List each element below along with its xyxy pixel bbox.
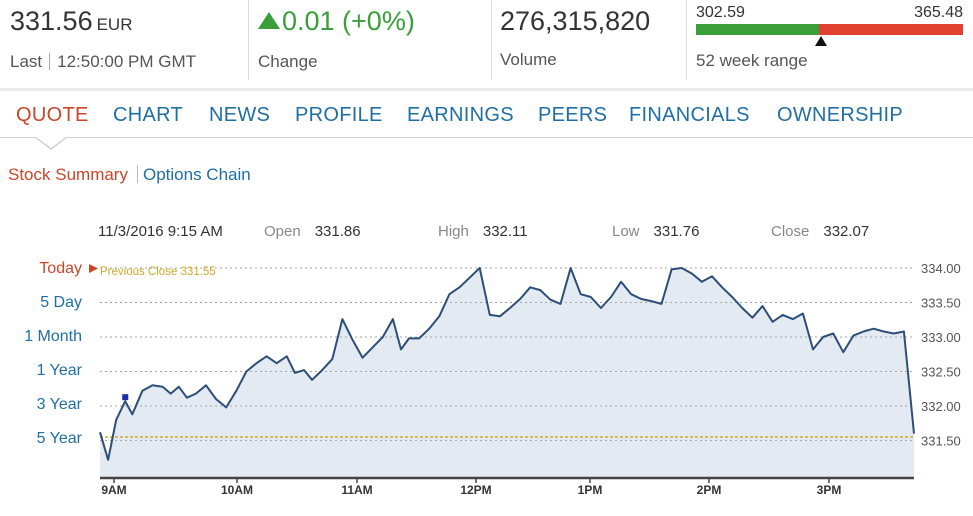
period-5-year[interactable]: 5 Year [36, 430, 82, 447]
y-tick-label: 334.00 [921, 261, 961, 276]
up-arrow-icon [258, 12, 280, 29]
subtab-stock-summary[interactable]: Stock Summary [8, 165, 128, 184]
currency-label: EUR [96, 15, 133, 34]
high-label: High [438, 223, 469, 240]
price-change: 0.01 (+0%) [258, 6, 415, 37]
range-bar-red [819, 24, 963, 35]
tab-chart[interactable]: CHART [113, 104, 184, 126]
chart-area-fill [100, 268, 914, 477]
ohlc-datetime: 11/3/2016 9:15 AM [98, 223, 223, 240]
ohlc-open: Open 331.86 [264, 223, 361, 240]
tab-news[interactable]: NEWS [209, 104, 271, 126]
main-tabs: QUOTE CHART NEWS PROFILE EARNINGS PEERS … [0, 104, 973, 138]
close-label: Close [771, 223, 810, 240]
last-label: Last [10, 52, 43, 71]
y-tick-label: 332.50 [921, 365, 961, 380]
tab-ownership[interactable]: OWNERSHIP [777, 104, 904, 126]
x-tick-label: 12PM [460, 483, 491, 497]
tab-quote[interactable]: QUOTE [16, 104, 89, 126]
ohlc-close: Close 332.07 [771, 223, 869, 240]
selected-point-marker [122, 394, 129, 401]
y-tick-label: 333.50 [921, 296, 961, 311]
open-label: Open [264, 223, 301, 240]
price-line [99, 267, 915, 461]
x-tick-label: 3PM [817, 483, 842, 497]
y-tick-label: 333.00 [921, 330, 961, 345]
high-value: 332.11 [482, 223, 528, 240]
x-tick-label: 2PM [697, 483, 722, 497]
header-separator [0, 88, 973, 91]
volume-label: Volume [500, 50, 557, 69]
week-range-bar [696, 24, 963, 35]
tab-earnings[interactable]: EARNINGS [407, 104, 514, 126]
tab-financials[interactable]: FINANCIALS [629, 104, 750, 126]
tab-profile[interactable]: PROFILE [295, 104, 383, 126]
low-value: 331.76 [653, 223, 700, 240]
header-divider [491, 0, 492, 80]
subtab-options-chain[interactable]: Options Chain [142, 165, 251, 184]
period-1-year[interactable]: 1 Year [36, 362, 82, 379]
change-value: 0.01 (+0%) [282, 6, 415, 36]
low-label: Low [612, 223, 640, 240]
y-tick-label: 331.50 [921, 434, 961, 449]
volume-value: 276,315,820 [500, 6, 651, 36]
previous-close-label: Previous Close 331.55 [100, 266, 216, 278]
open-value: 331.86 [314, 223, 361, 240]
range-label: 52 week range [696, 51, 808, 70]
ohlc-low: Low 331.76 [612, 223, 699, 240]
header-divider [248, 0, 249, 80]
last-trade-info: Last 12:50:00 PM GMT [10, 52, 196, 72]
period-1-month[interactable]: 1 Month [24, 328, 82, 345]
ohlc-high: High 332.11 [438, 223, 528, 240]
quote-header: 331.56 EUR Last 12:50:00 PM GMT 0.01 (+0%)… [0, 0, 973, 88]
y-tick-label: 332.00 [921, 399, 961, 414]
tab-peers[interactable]: PEERS [538, 104, 608, 126]
range-marker-icon [815, 36, 827, 46]
period-5-day[interactable]: 5 Day [40, 294, 82, 311]
tabs-underline [0, 137, 973, 138]
period-today[interactable]: Today [39, 260, 82, 277]
period-3-year[interactable]: 3 Year [36, 396, 82, 413]
previous-close-arrow-icon [89, 264, 98, 273]
range-bar-green [696, 24, 819, 35]
sub-tabs: Stock Summary Options Chain [8, 165, 251, 185]
subtab-divider [136, 165, 138, 183]
active-tab-caret-fill [36, 137, 66, 148]
close-value: 332.07 [823, 223, 870, 240]
x-tick-label: 9AM [101, 483, 126, 497]
price-value: 331.56 [10, 6, 93, 36]
x-tick-label: 11AM [341, 483, 372, 497]
range-high-value: 365.48 [914, 4, 963, 21]
x-tick-label: 1PM [578, 483, 603, 497]
last-price: 331.56 EUR [10, 6, 133, 37]
last-divider [49, 53, 51, 70]
header-divider [686, 0, 687, 80]
last-time: 12:50:00 PM GMT [57, 52, 197, 71]
x-tick-label: 10AM [221, 483, 253, 497]
range-low-value: 302.59 [696, 4, 745, 21]
change-label: Change [258, 52, 318, 71]
